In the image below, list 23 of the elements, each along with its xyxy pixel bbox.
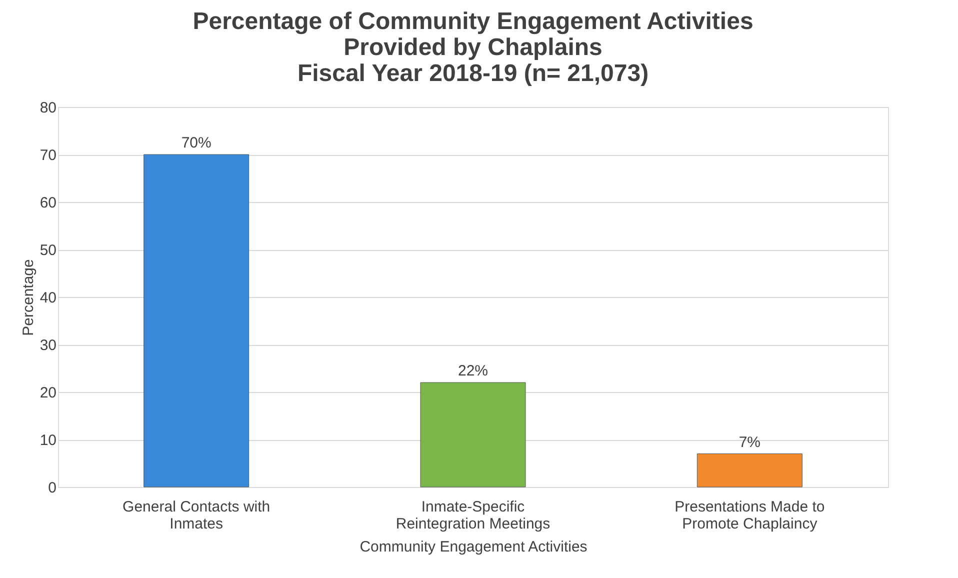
y-tick-label: 10: [40, 432, 56, 449]
bar: [696, 454, 802, 488]
text: Fiscal Year 2018-19 (n= 21,073): [297, 60, 649, 87]
y-tick-label: 70: [40, 147, 56, 164]
x-tick-label: General Contacts with Inmates: [122, 498, 270, 532]
y-tick-label: 0: [48, 480, 56, 496]
bar: [144, 154, 250, 488]
data-label: 70%: [181, 134, 212, 152]
text: Percentage of Community Engagement Activities: [192, 8, 754, 35]
y-tick-label: 30: [40, 337, 56, 354]
data-label: 7%: [738, 434, 761, 451]
y-tick-label: 20: [40, 384, 56, 402]
x-axis-title: Community Engagement Activities: [360, 538, 588, 556]
x-tick-label: Inmate-Specific Reintegration Meetings: [396, 498, 550, 532]
x-tick-label: Presentations Made to Promote Chaplaincy: [674, 498, 825, 532]
y-axis-title: Percentage: [20, 259, 37, 336]
bar: [420, 382, 526, 488]
data-label: 22%: [458, 362, 488, 380]
y-tick-label: 40: [40, 290, 56, 306]
y-tick-label: 60: [40, 194, 56, 212]
y-tick-label: 80: [40, 100, 56, 116]
y-tick-label: 50: [40, 242, 56, 259]
text: Provided by Chaplains: [344, 34, 602, 61]
